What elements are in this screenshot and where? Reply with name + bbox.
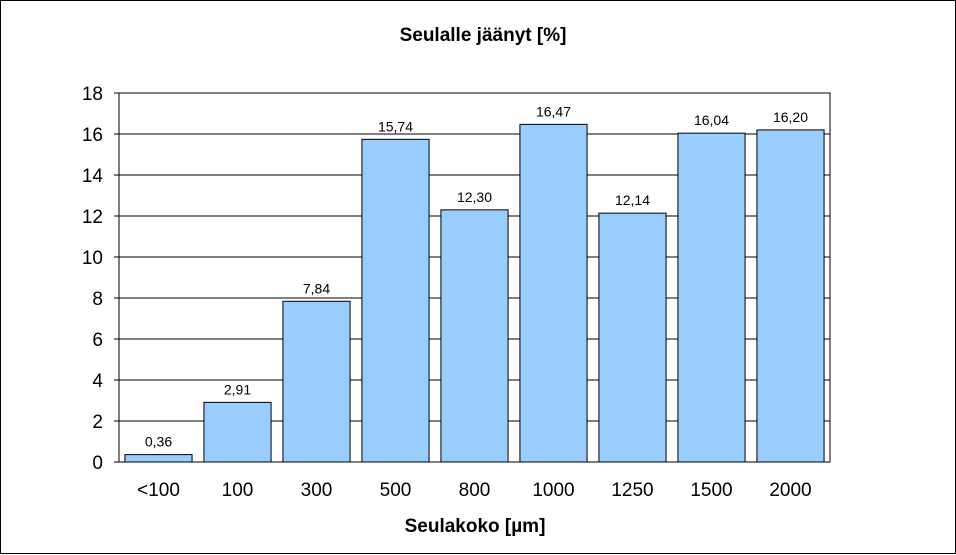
y-tick-label: 10 xyxy=(82,248,103,269)
bar xyxy=(124,454,193,463)
data-label: 0,36 xyxy=(145,434,172,450)
y-tick-label: 2 xyxy=(92,412,103,433)
x-tick-label: <100 xyxy=(137,480,180,501)
data-label: 12,14 xyxy=(615,192,650,208)
x-axis-ticks: <100 100 300 500 800 1000 1250 1500 2000 xyxy=(137,480,812,501)
data-labels: 0,36 2,91 7,84 15,74 12,30 16,47 12,14 16,04 16,… xyxy=(145,103,808,449)
data-label: 16,04 xyxy=(694,112,729,128)
y-tick-label: 14 xyxy=(82,166,104,187)
y-axis-ticks: 0 2 4 6 8 10 12 14 16 18 xyxy=(82,84,119,474)
bar xyxy=(598,212,667,463)
bar xyxy=(361,138,430,463)
bar xyxy=(282,300,351,463)
y-tick-label: 0 xyxy=(92,453,103,474)
x-tick-label: 800 xyxy=(459,480,491,501)
x-tick-label: 100 xyxy=(222,480,254,501)
bar xyxy=(440,209,509,463)
data-label: 12,30 xyxy=(457,189,492,205)
data-label: 15,74 xyxy=(378,118,413,134)
bar xyxy=(756,129,825,463)
x-axis-title: Seulakoko [µm] xyxy=(405,516,546,537)
bar xyxy=(203,401,272,463)
bars xyxy=(124,123,825,463)
y-tick-label: 6 xyxy=(92,330,103,351)
y-tick-label: 12 xyxy=(82,207,103,228)
data-label: 7,84 xyxy=(303,280,330,296)
y-tick-label: 8 xyxy=(92,289,103,310)
x-tick-label: 1250 xyxy=(611,480,653,501)
data-label: 2,91 xyxy=(224,381,251,397)
y-tick-label: 18 xyxy=(82,84,103,105)
x-tick-label: 1500 xyxy=(690,480,732,501)
data-label: 16,47 xyxy=(536,103,571,119)
y-tick-label: 16 xyxy=(82,125,103,146)
x-tick-label: 500 xyxy=(380,480,412,501)
data-label: 16,20 xyxy=(773,109,808,125)
bar xyxy=(519,123,588,463)
bar xyxy=(677,132,746,463)
y-tick-label: 4 xyxy=(92,371,103,392)
x-tick-label: 1000 xyxy=(532,480,574,501)
x-tick-label: 300 xyxy=(301,480,333,501)
chart-title: Seulalle jäänyt [%] xyxy=(400,25,567,46)
x-tick-label: 2000 xyxy=(769,480,811,501)
